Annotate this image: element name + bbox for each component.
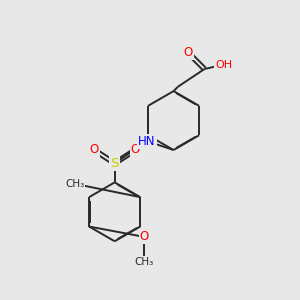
Text: OH: OH	[215, 60, 232, 70]
Text: CH₃: CH₃	[65, 179, 85, 189]
Text: S: S	[110, 157, 119, 170]
Text: HN: HN	[138, 135, 156, 148]
Text: CH₃: CH₃	[134, 257, 154, 267]
Text: O: O	[140, 230, 149, 243]
Text: O: O	[184, 46, 193, 59]
Text: O: O	[89, 143, 99, 157]
Text: O: O	[131, 143, 140, 157]
